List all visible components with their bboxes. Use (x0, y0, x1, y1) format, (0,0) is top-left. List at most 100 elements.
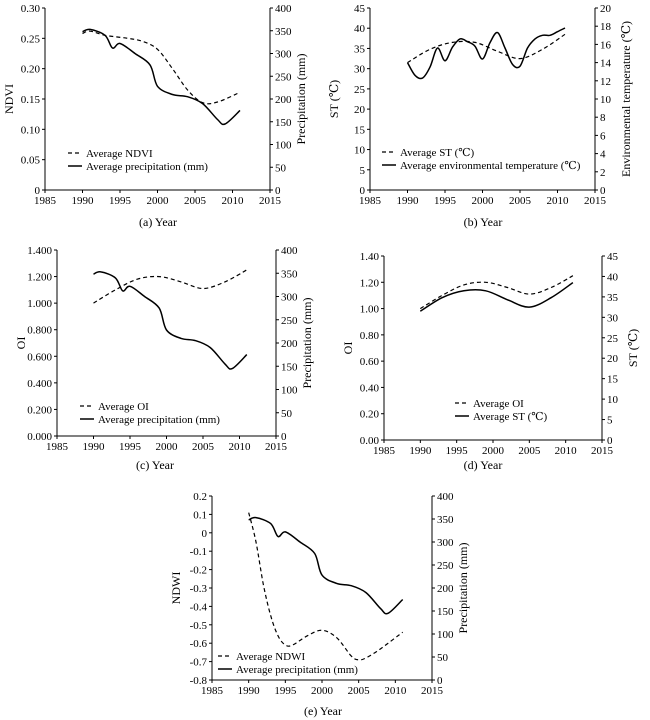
x-tick-label: 2010 (555, 445, 578, 457)
legend-label: Average precipitation (mm) (236, 664, 358, 676)
x-tick-label: 1990 (397, 195, 420, 207)
y-tick-label: 0.800 (27, 325, 52, 337)
y2-tick-label: 300 (437, 537, 454, 549)
x-tick-label: 1995 (274, 685, 297, 697)
y-tick-label: 45 (354, 3, 366, 15)
y-tick-label: 0 (360, 185, 366, 197)
y2-tick-label: 100 (281, 385, 298, 397)
x-tick-label: 2015 (584, 195, 607, 207)
x-tick-label: 2010 (384, 685, 407, 697)
x-tick-label: 2005 (192, 441, 215, 453)
x-tick-label: 1985 (373, 445, 396, 457)
y2-tick-label: 100 (437, 629, 454, 641)
y-tick-label: 40 (354, 23, 366, 35)
y2-tick-label: 50 (281, 408, 293, 420)
x-tick-label: 1995 (109, 195, 132, 207)
y-tick-label: 0 (202, 528, 208, 540)
panel-a: 1985 1990 1995 2000 2005 2010 201500.050.100.1… (2, 3, 308, 229)
y2-tick-label: 50 (437, 652, 449, 664)
x-tick-label: 2015 (259, 195, 282, 207)
x-tick-label: 2000 (482, 445, 505, 457)
y2-tick-label: 200 (275, 94, 292, 106)
y-tick-label: 0.00 (360, 435, 380, 447)
y-tick-label: 0.400 (27, 378, 52, 390)
x-tick-label: 1985 (46, 441, 69, 453)
x-tick-label: 2015 (591, 445, 614, 457)
panel-caption: (a) Year (139, 215, 177, 229)
y-tick-label: 0.30 (21, 3, 41, 15)
y2-axis-title: ST (℃) (626, 329, 640, 367)
y-tick-label: 0.60 (360, 356, 380, 368)
y2-tick-label: 12 (600, 76, 611, 88)
y2-tick-label: 35 (607, 292, 619, 304)
y-tick-label: 0.000 (27, 431, 52, 443)
y2-tick-label: 350 (281, 268, 298, 280)
x-tick-label: 2010 (547, 195, 570, 207)
x-tick-label: 2000 (311, 685, 334, 697)
y2-tick-label: 2 (600, 167, 606, 179)
y-tick-label: 1.200 (27, 272, 52, 284)
x-tick-label: 1985 (359, 195, 382, 207)
series-line-right-axis (248, 516, 404, 615)
y2-axis-title: Environmental temperature (℃) (619, 21, 633, 177)
y-tick-label: 5 (360, 165, 366, 177)
x-tick-label: 1985 (201, 685, 224, 697)
y2-tick-label: 0 (437, 675, 443, 687)
x-tick-label: 2005 (348, 685, 371, 697)
x-tick-label: 2005 (518, 445, 541, 457)
y-tick-label: 0 (35, 185, 41, 197)
y-tick-label: 0.25 (21, 33, 41, 45)
y2-tick-label: 25 (607, 333, 619, 345)
legend-label: Average OI (98, 401, 149, 413)
y2-tick-label: 30 (607, 312, 619, 324)
panel-caption: (b) Year (464, 215, 503, 229)
y-tick-label: -0.7 (190, 657, 208, 669)
y-tick-label: 0.2 (193, 491, 207, 503)
y2-tick-label: 18 (600, 21, 612, 33)
legend-label: Average environmental temperature (℃) (400, 160, 581, 172)
y2-tick-label: 14 (600, 58, 612, 70)
y2-tick-label: 250 (437, 560, 454, 572)
y-axis-title: ST (℃) (327, 80, 341, 118)
y2-tick-label: 20 (607, 353, 619, 365)
series-line-right-axis (406, 27, 566, 80)
y2-tick-label: 400 (275, 3, 292, 15)
y2-tick-label: 0 (607, 435, 613, 447)
x-tick-label: 2000 (156, 441, 179, 453)
legend-label: Average precipitation (mm) (98, 414, 220, 426)
x-tick-label: 1990 (409, 445, 432, 457)
panel-c: 1985 1990 1995 2000 2005 2010 20150.0000.2000.… (14, 245, 314, 472)
x-tick-label: 1995 (434, 195, 457, 207)
y2-tick-label: 150 (437, 606, 454, 618)
y-tick-label: -0.4 (190, 601, 208, 613)
legend-label: Average ST (℃) (400, 147, 475, 159)
y-axis-title: OI (341, 342, 355, 355)
x-tick-label: 2010 (222, 195, 245, 207)
x-tick-label: 1995 (446, 445, 469, 457)
y-tick-label: 10 (354, 145, 366, 157)
panel-caption: (e) Year (304, 704, 342, 718)
legend-label: Average ST (℃) (473, 411, 548, 423)
x-tick-label: 2015 (421, 685, 444, 697)
y-tick-label: 0.40 (360, 382, 380, 394)
y-tick-label: 25 (354, 84, 366, 96)
legend-label: Average NDWI (236, 651, 305, 663)
y-tick-label: -0.3 (190, 583, 208, 595)
y2-tick-label: 4 (600, 149, 606, 161)
y-tick-label: -0.5 (190, 620, 208, 632)
y-tick-label: 0.200 (27, 404, 52, 416)
x-tick-label: 2000 (147, 195, 170, 207)
y-tick-label: 1.400 (27, 245, 52, 257)
series-line-right-axis (93, 271, 248, 370)
y2-tick-label: 300 (275, 49, 292, 61)
y-tick-label: -0.1 (190, 546, 207, 558)
y-tick-label: 0.10 (21, 124, 41, 136)
y2-tick-label: 0 (275, 185, 281, 197)
y-tick-label: 0.600 (27, 351, 52, 363)
y2-tick-label: 10 (607, 394, 619, 406)
y2-tick-label: 250 (281, 315, 298, 327)
panel-caption: (c) Year (136, 458, 174, 472)
y2-tick-label: 16 (600, 39, 612, 51)
y2-tick-label: 400 (437, 491, 454, 503)
series-line-right-axis (419, 281, 574, 312)
